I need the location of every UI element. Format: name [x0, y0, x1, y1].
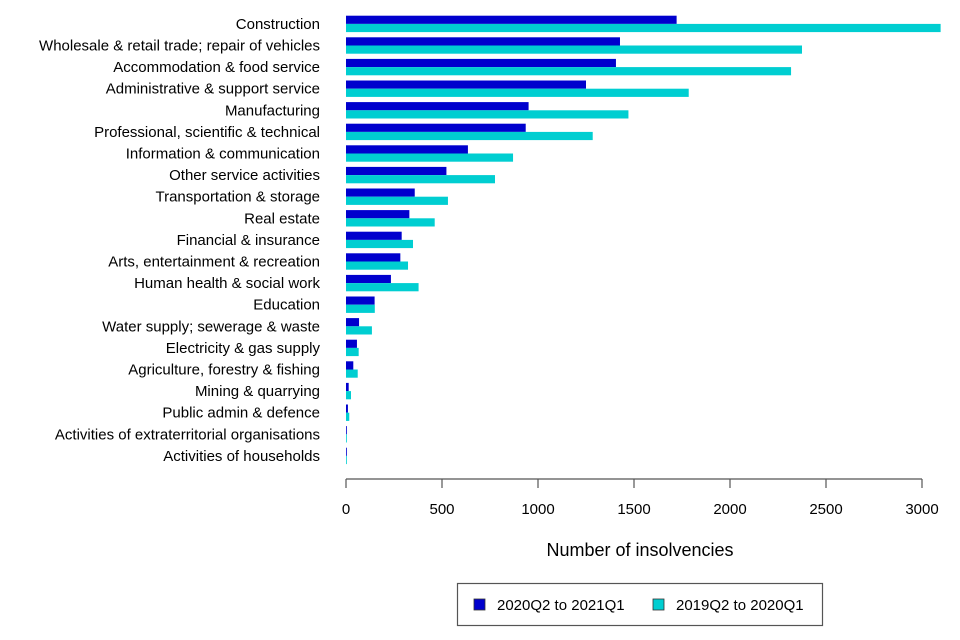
- bar-series-2-7: [346, 175, 495, 184]
- category-label: Accommodation & food service: [113, 59, 320, 76]
- legend-label-series-2: 2019Q2 to 2020Q1: [676, 597, 804, 614]
- category-label: Activities of households: [163, 448, 320, 465]
- category-label: Electricity & gas supply: [166, 340, 321, 357]
- legend-box: [456, 582, 824, 627]
- category-label: Mining & quarrying: [195, 383, 320, 400]
- bar-series-1-12: [346, 274, 391, 284]
- bar-series-2-3: [346, 88, 689, 97]
- bar-series-1-11: [346, 253, 401, 262]
- category-label: Real estate: [244, 210, 320, 227]
- bar-series-2-5: [346, 131, 593, 141]
- category-label: Water supply; sewerage & waste: [102, 318, 320, 335]
- x-tick-label: 2500: [809, 501, 842, 518]
- bar-series-1-15: [346, 339, 357, 348]
- bar-series-2-10: [346, 239, 414, 249]
- legend: 2020Q2 to 2021Q1 2019Q2 to 2020Q1: [456, 582, 824, 627]
- bar-series-1-5: [346, 123, 526, 132]
- bar-series-1-7: [346, 166, 447, 176]
- bar-series-2-19: [346, 434, 347, 443]
- bar-series-2-13: [346, 304, 375, 313]
- bar-series-1-17: [346, 382, 349, 392]
- x-tick-label: 1500: [617, 501, 650, 518]
- bar-series-1-14: [346, 318, 360, 327]
- category-label: Information & communication: [126, 146, 320, 163]
- bar-series-2-6: [346, 153, 514, 162]
- category-label: Human health & social work: [134, 275, 320, 292]
- bar-series-2-14: [346, 326, 372, 335]
- bar-series-1-8: [346, 188, 415, 197]
- category-label: Other service activities: [169, 167, 320, 184]
- x-axis-title: Number of insolvencies: [546, 540, 733, 560]
- x-tick-label: 0: [342, 501, 350, 518]
- category-label: Arts, entertainment & recreation: [108, 254, 320, 271]
- category-label: Agriculture, forestry & fishing: [128, 362, 320, 379]
- bar-series-1-1: [346, 37, 620, 46]
- bar-series-2-20: [346, 455, 347, 465]
- x-tick-label: 500: [429, 501, 454, 518]
- bar-series-2-11: [346, 261, 409, 270]
- category-label: Financial & insurance: [177, 232, 320, 249]
- category-label: Education: [253, 297, 320, 314]
- bar-series-1-2: [346, 58, 616, 68]
- category-label: Administrative & support service: [106, 81, 320, 98]
- x-axis: 0 500 1000 1500 2000 2500 3000: [342, 478, 939, 518]
- category-label: Transportation & storage: [155, 189, 320, 206]
- x-tick-label: 3000: [905, 501, 938, 518]
- bar-series-2-1: [346, 45, 802, 54]
- legend-swatch-series-2: [652, 598, 665, 611]
- bar-series-2-18: [346, 412, 350, 421]
- bars-group: [346, 15, 941, 465]
- bar-series-1-16: [346, 361, 354, 370]
- bar-series-1-13: [346, 296, 375, 305]
- legend-label-series-1: 2020Q2 to 2021Q1: [497, 597, 625, 614]
- bar-series-1-4: [346, 102, 529, 111]
- bar-series-2-8: [346, 196, 448, 205]
- bar-series-1-19: [346, 426, 347, 435]
- bar-series-2-12: [346, 283, 419, 292]
- bar-series-2-9: [346, 218, 435, 227]
- bar-series-2-4: [346, 110, 629, 119]
- x-tick-label: 1000: [521, 501, 554, 518]
- x-tick-label: 2000: [713, 501, 746, 518]
- bar-series-1-18: [346, 404, 348, 413]
- bar-series-1-20: [346, 447, 347, 456]
- bar-series-2-15: [346, 347, 359, 357]
- bar-series-2-2: [346, 67, 792, 76]
- bar-series-1-0: [346, 15, 677, 24]
- category-label: Manufacturing: [225, 102, 320, 119]
- bar-series-2-17: [346, 391, 351, 400]
- bar-series-2-16: [346, 369, 358, 378]
- category-label: Professional, scientific & technical: [94, 124, 320, 141]
- legend-swatch-series-1: [473, 598, 486, 611]
- bar-series-2-0: [346, 23, 941, 33]
- bar-series-1-3: [346, 80, 586, 89]
- bar-series-1-9: [346, 210, 410, 219]
- category-label: Wholesale & retail trade; repair of vehi…: [39, 38, 320, 55]
- category-label: Public admin & defence: [162, 405, 320, 422]
- bar-series-1-6: [346, 145, 468, 154]
- category-label: Construction: [236, 16, 320, 33]
- category-labels: Construction Wholesale & retail trade; re…: [39, 16, 320, 465]
- bar-series-1-10: [346, 231, 402, 240]
- category-label: Activities of extraterritorial organisat…: [55, 426, 320, 443]
